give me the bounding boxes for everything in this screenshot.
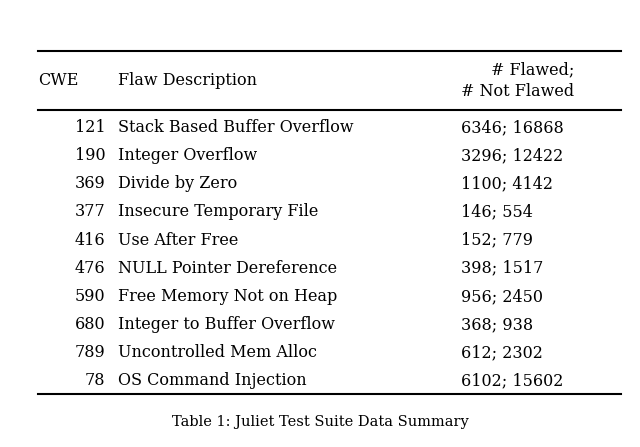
Text: 590: 590	[75, 288, 106, 305]
Text: 369: 369	[75, 175, 106, 192]
Text: Stack Based Buffer Overflow: Stack Based Buffer Overflow	[118, 119, 354, 136]
Text: Flaw Description: Flaw Description	[118, 72, 257, 89]
Text: OS Command Injection: OS Command Injection	[118, 372, 307, 389]
Text: 146; 554: 146; 554	[461, 203, 532, 220]
Text: 956; 2450: 956; 2450	[461, 288, 543, 305]
Text: Integer to Buffer Overflow: Integer to Buffer Overflow	[118, 316, 335, 333]
Text: Free Memory Not on Heap: Free Memory Not on Heap	[118, 288, 338, 305]
Text: 612; 2302: 612; 2302	[461, 344, 543, 361]
Text: CWE: CWE	[38, 72, 79, 89]
Text: 680: 680	[75, 316, 106, 333]
Text: 476: 476	[75, 260, 106, 277]
Text: 789: 789	[75, 344, 106, 361]
Text: Integer Overflow: Integer Overflow	[118, 147, 258, 164]
Text: 121: 121	[75, 119, 106, 136]
Text: 3296; 12422: 3296; 12422	[461, 147, 563, 164]
Text: 416: 416	[75, 232, 106, 249]
Text: 190: 190	[75, 147, 106, 164]
Text: Divide by Zero: Divide by Zero	[118, 175, 237, 192]
Text: Uncontrolled Mem Alloc: Uncontrolled Mem Alloc	[118, 344, 317, 361]
Text: 6346; 16868: 6346; 16868	[461, 119, 564, 136]
Text: NULL Pointer Dereference: NULL Pointer Dereference	[118, 260, 337, 277]
Text: 152; 779: 152; 779	[461, 232, 532, 249]
Text: # Flawed;
# Not Flawed: # Flawed; # Not Flawed	[461, 61, 574, 100]
Text: Insecure Temporary File: Insecure Temporary File	[118, 203, 319, 220]
Text: Use After Free: Use After Free	[118, 232, 239, 249]
Text: Table 1: Juliet Test Suite Data Summary: Table 1: Juliet Test Suite Data Summary	[172, 415, 468, 430]
Text: 377: 377	[75, 203, 106, 220]
Text: 1100; 4142: 1100; 4142	[461, 175, 553, 192]
Text: 368; 938: 368; 938	[461, 316, 533, 333]
Text: 78: 78	[85, 372, 106, 389]
Text: 398; 1517: 398; 1517	[461, 260, 543, 277]
Text: 6102; 15602: 6102; 15602	[461, 372, 563, 389]
